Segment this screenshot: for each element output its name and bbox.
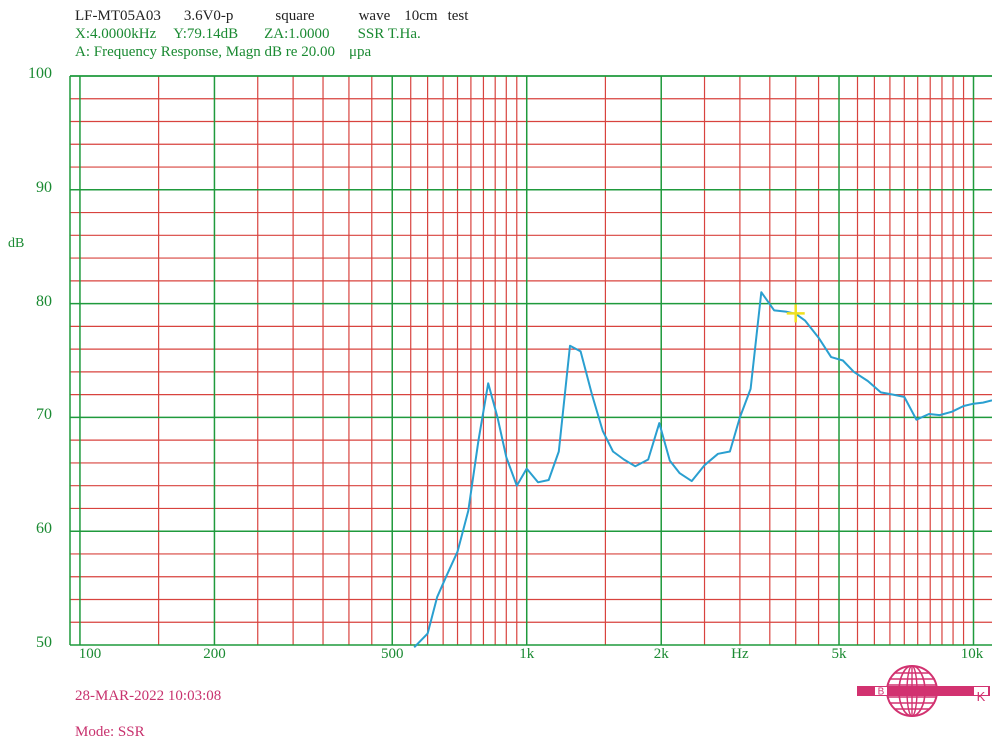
distance-label: 10cm	[404, 8, 438, 24]
za-readout: ZA:1.0000	[264, 26, 330, 42]
voltage-label: 3.6V0-p	[183, 8, 234, 24]
header-line-1: LF-MT05A03 3.6V0-p square wave 10cm test	[75, 8, 468, 25]
wave-label: wave	[358, 8, 391, 24]
x-tick-label: 1k	[519, 646, 535, 662]
device-label: LF-MT05A03	[75, 8, 161, 24]
x-tick-label: 10k	[960, 646, 984, 662]
header-line-3: A: Frequency Response, Magn dB re 20.00 μ…	[75, 44, 371, 61]
unit-label: μpa	[348, 44, 372, 60]
logo-bar	[857, 686, 990, 696]
mode-label: Mode: SSR	[75, 724, 145, 740]
y-tick-label: 60	[36, 520, 52, 538]
y-tick-label: 80	[36, 292, 52, 310]
x-tick-label: 5k	[831, 646, 847, 662]
y-tick-label: 50	[36, 634, 52, 651]
cursor-y-readout: Y:79.14dB	[173, 26, 239, 42]
x-tick-label: Hz	[731, 646, 749, 662]
grid-minor-lines	[70, 76, 992, 645]
y-tick-label: 90	[36, 178, 52, 196]
logo-letter-b: B	[878, 687, 885, 698]
measurement-title: A: Frequency Response, Magn dB re 20.00	[75, 44, 335, 60]
y-tick-label: 100	[28, 65, 52, 82]
cursor-x-readout: X:4.0000kHz	[75, 26, 157, 42]
y-tick-label: 70	[36, 406, 52, 424]
header-line-2: X:4.0000kHz Y:79.14dB ZA:1.0000 SSR T.Ha.	[75, 26, 421, 43]
bk-logo: B K	[857, 665, 990, 717]
timestamp: 28-MAR-2022 10:03:08	[75, 688, 222, 704]
ssr-label: SSR T.Ha.	[357, 26, 421, 42]
y-axis-label: dB	[8, 236, 25, 251]
grid-major-lines	[69, 75, 992, 646]
x-tick-label: 100	[78, 646, 102, 662]
test-label: test	[447, 8, 469, 24]
waveform-label: square	[275, 8, 315, 24]
series-line	[413, 291, 992, 648]
logo-letter-k: K	[977, 689, 986, 704]
x-tick-label: 500	[380, 646, 404, 662]
x-tick-label: 2k	[653, 646, 669, 662]
x-tick-label: 200	[203, 646, 226, 662]
cursor-marker	[786, 304, 805, 323]
